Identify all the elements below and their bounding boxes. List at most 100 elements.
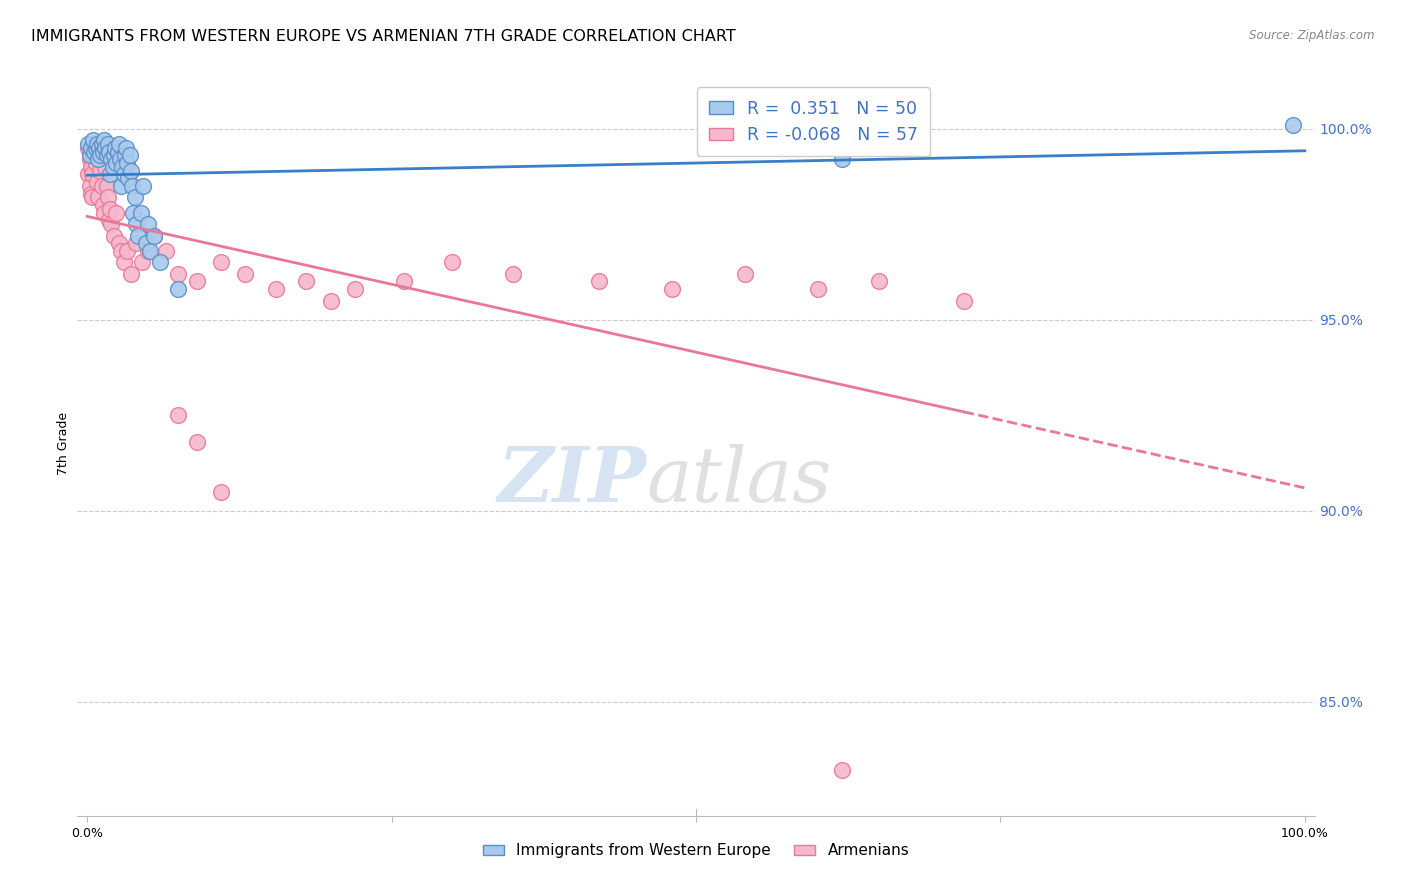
Point (96, 148, 118, 162)
Point (155, 244, 177, 258)
Point (392, 275, 415, 289)
Point (96, 178, 118, 193)
Point (149, 255, 172, 269)
Point (441, 255, 464, 269)
Point (868, 275, 890, 289)
Point (121, 178, 143, 193)
Point (661, 282, 683, 296)
Point (89, 141, 111, 155)
Point (110, 244, 132, 258)
Point (80, 160, 103, 174)
Point (103, 228, 125, 243)
Point (80, 186, 103, 201)
Point (86, 136, 108, 151)
Point (112, 255, 135, 269)
Point (122, 205, 145, 219)
Point (82, 133, 104, 147)
Point (127, 228, 149, 243)
Legend: Immigrants from Western Europe, Armenians: Immigrants from Western Europe, Armenian… (477, 838, 915, 864)
Point (167, 267, 190, 281)
Point (83, 145, 105, 159)
Point (79, 148, 101, 162)
Point (100, 152, 122, 166)
Point (120, 163, 142, 178)
Point (98, 145, 121, 159)
Point (167, 408, 190, 422)
Point (107, 136, 129, 151)
Point (79, 178, 101, 193)
Point (1281, 118, 1303, 132)
Point (186, 275, 208, 289)
Point (295, 275, 318, 289)
Point (502, 267, 524, 281)
Point (209, 255, 232, 269)
Point (77, 141, 100, 155)
Point (105, 156, 128, 170)
Point (77, 136, 100, 151)
Point (120, 267, 142, 281)
Point (97, 190, 120, 204)
Point (117, 244, 139, 258)
Point (84, 156, 107, 170)
Point (107, 145, 129, 159)
Point (343, 282, 366, 296)
Point (319, 293, 342, 308)
Point (114, 148, 136, 162)
Point (117, 171, 139, 186)
Point (588, 275, 610, 289)
Point (110, 178, 132, 193)
Point (107, 236, 129, 251)
Point (91, 145, 114, 159)
Point (131, 255, 153, 269)
Point (167, 282, 190, 296)
Point (83, 141, 105, 155)
Point (186, 434, 208, 449)
Point (139, 244, 162, 258)
Point (103, 148, 125, 162)
Point (98, 213, 121, 227)
Point (82, 148, 104, 162)
Point (118, 148, 141, 162)
Point (94, 160, 117, 174)
Point (831, 764, 853, 778)
Text: ZIP: ZIP (498, 444, 647, 518)
Point (104, 141, 127, 155)
Point (831, 152, 853, 166)
Point (80, 141, 103, 155)
Point (807, 282, 830, 296)
Point (135, 236, 157, 251)
Point (125, 236, 148, 251)
Point (143, 228, 166, 243)
Point (90, 136, 112, 151)
Point (87, 152, 110, 166)
Point (953, 293, 976, 308)
Point (98, 202, 121, 216)
Point (87, 190, 110, 204)
Point (129, 205, 152, 219)
Text: Source: ZipAtlas.com: Source: ZipAtlas.com (1250, 29, 1375, 43)
Point (264, 282, 287, 296)
Point (89, 148, 111, 162)
Point (734, 267, 756, 281)
Point (117, 156, 139, 170)
Point (98, 168, 121, 182)
Point (93, 133, 115, 147)
Point (143, 228, 166, 243)
Point (101, 160, 124, 174)
Point (80, 190, 103, 204)
Point (84, 141, 107, 155)
Point (136, 244, 159, 258)
Point (108, 152, 131, 166)
Point (105, 205, 128, 219)
Point (111, 160, 134, 174)
Point (100, 217, 122, 231)
Y-axis label: 7th Grade: 7th Grade (58, 412, 70, 475)
Point (89, 163, 111, 178)
Point (80, 168, 103, 182)
Text: IMMIGRANTS FROM WESTERN EUROPE VS ARMENIAN 7TH GRADE CORRELATION CHART: IMMIGRANTS FROM WESTERN EUROPE VS ARMENI… (31, 29, 735, 45)
Point (136, 217, 159, 231)
Point (91, 198, 114, 212)
Point (235, 267, 257, 281)
Point (77, 168, 100, 182)
Text: atlas: atlas (647, 444, 832, 518)
